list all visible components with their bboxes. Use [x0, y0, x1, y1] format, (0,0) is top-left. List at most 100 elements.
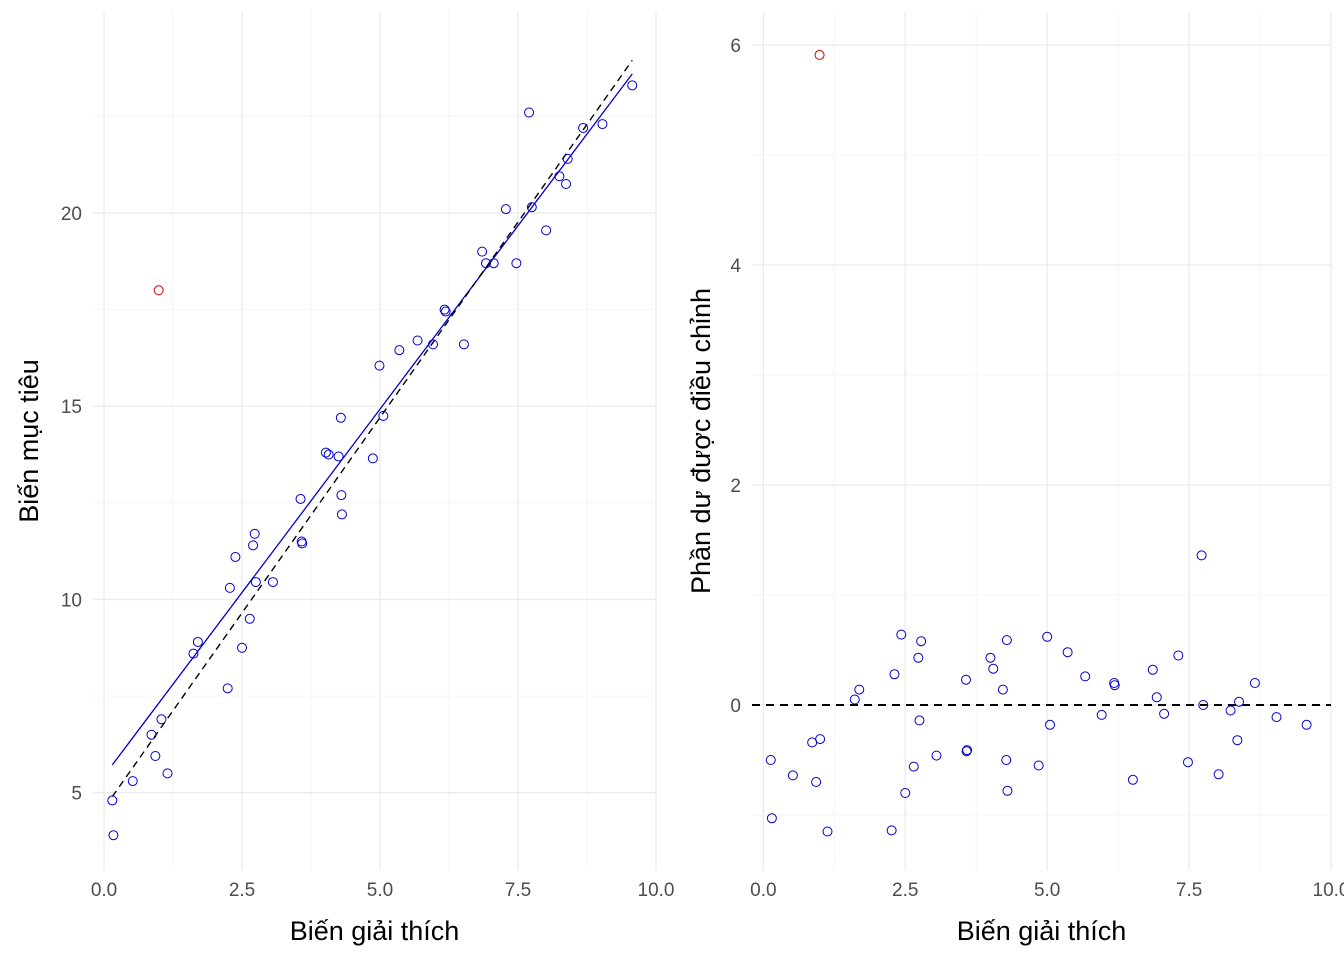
outlier-point [814, 49, 825, 60]
x-tick-label: 2.5 [229, 880, 255, 901]
data-point [1213, 769, 1224, 780]
data-point [1096, 709, 1107, 720]
data-point [162, 768, 173, 779]
y-tick-label: 15 [61, 397, 82, 418]
data-point [1001, 755, 1012, 765]
data-point [913, 652, 924, 663]
data-point [107, 795, 118, 806]
data-point [248, 540, 259, 551]
y-tick-label: 0 [730, 696, 741, 717]
data-point [127, 776, 138, 787]
x-axis-title: Biến giải thích [957, 916, 1127, 946]
data-point [367, 453, 378, 464]
outlier-series [153, 285, 164, 296]
data-point [896, 629, 907, 640]
outlier-series [814, 49, 825, 60]
data-point [500, 204, 511, 215]
panel-1: 0.0 2.5 5.0 7.5 10.0 5 10 15 20 Biến giải thích Bi… [14, 12, 674, 946]
data-point [524, 107, 535, 118]
y-tick-label: 5 [71, 784, 82, 805]
data-point [1159, 708, 1170, 719]
data-point [554, 171, 565, 182]
data-point [889, 669, 900, 680]
data-point [1234, 696, 1245, 707]
data-point [1045, 719, 1056, 730]
data-point [333, 451, 344, 462]
data-point [1062, 647, 1073, 658]
data-point [916, 636, 927, 647]
data-point [1173, 650, 1184, 661]
data-point [1151, 692, 1162, 703]
x-tick-label: 10.0 [638, 880, 675, 901]
data-point [1042, 631, 1053, 642]
data-point [267, 577, 278, 588]
y-tick-label: 2 [730, 476, 741, 497]
x-tick-label: 5.0 [367, 880, 393, 901]
data-point [428, 339, 439, 350]
data-point [988, 663, 999, 674]
data-point [854, 684, 865, 695]
data-point [1182, 757, 1193, 768]
data-point [336, 509, 347, 520]
data-point [458, 339, 469, 350]
data-point [244, 613, 255, 624]
data-point [815, 734, 826, 745]
x-tick-label: 0.0 [750, 880, 776, 901]
data-point [765, 755, 776, 765]
y-axis-title: Phần dư được điều chỉnh [686, 288, 716, 594]
data-point [249, 528, 260, 539]
data-point [477, 246, 488, 257]
data-point [440, 306, 451, 317]
data-point [1301, 719, 1312, 730]
y-tick-label: 20 [61, 204, 82, 225]
data-point [562, 153, 573, 164]
x-tick-label: 5.0 [1034, 880, 1060, 901]
data-point [1080, 671, 1091, 682]
data-point [439, 304, 450, 315]
data-point [412, 335, 423, 346]
data-point [1225, 705, 1236, 716]
data-point [1271, 712, 1282, 723]
grid [752, 12, 1332, 870]
data-point [336, 490, 347, 501]
data-point [320, 447, 331, 458]
x-tick-label: 7.5 [505, 880, 531, 901]
fitted-line [111, 73, 633, 766]
data-point [1001, 635, 1012, 646]
data-point [224, 582, 235, 593]
data-point [900, 788, 911, 798]
data-point [1033, 760, 1044, 771]
y-tick-label: 10 [61, 590, 82, 611]
data-point [378, 410, 389, 421]
data-point [578, 122, 589, 133]
data-point [541, 225, 552, 236]
data-point [526, 202, 537, 213]
data-point [811, 777, 822, 787]
data-point [156, 714, 167, 725]
data-point [230, 551, 241, 562]
x-axis-title: Biến giải thích [290, 916, 460, 946]
data-point [1198, 700, 1209, 710]
y-tick-label: 6 [730, 36, 741, 57]
x-tick-label: 2.5 [892, 880, 918, 901]
data-point [1249, 678, 1260, 688]
data-point [394, 345, 405, 356]
data-point [511, 258, 522, 269]
x-tick-label: 0.0 [91, 880, 117, 901]
residuals-series [765, 550, 1312, 837]
panel-2: 0.0 2.5 5.0 7.5 10.0 0 2 4 6 Biến giải thích Phần … [686, 12, 1344, 946]
grid [93, 12, 657, 870]
data-point [908, 761, 919, 772]
data-point [222, 683, 233, 694]
data-point [1147, 664, 1158, 675]
data-point [787, 770, 798, 781]
data-point [961, 674, 972, 685]
data-point [997, 684, 1008, 695]
data-point [146, 729, 157, 740]
y-tick-label: 4 [730, 256, 741, 277]
data-point [627, 80, 638, 91]
x-tick-label: 10.0 [1313, 880, 1344, 901]
data-point [150, 750, 161, 761]
data-point [597, 119, 608, 130]
